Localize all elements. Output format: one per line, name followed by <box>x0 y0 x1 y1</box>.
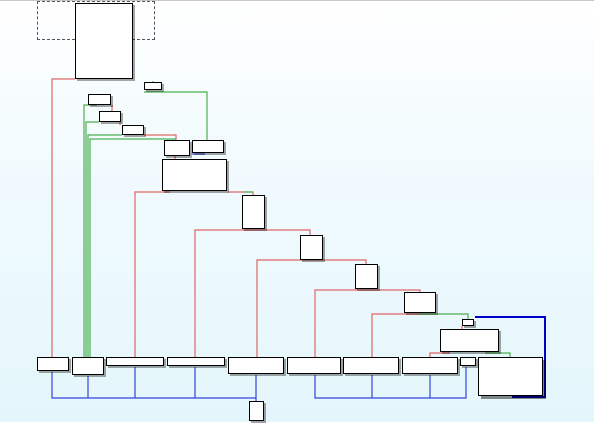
graph-node[interactable] <box>440 329 499 352</box>
edge-true <box>87 134 122 357</box>
graph-node[interactable] <box>162 159 227 191</box>
edge-false <box>371 313 420 357</box>
graph-node-entry[interactable] <box>75 3 133 79</box>
graph-node[interactable] <box>287 357 341 374</box>
edge-unconditional <box>314 367 467 399</box>
highlighted-edge <box>475 316 546 398</box>
edge-true <box>144 91 208 140</box>
graph-node[interactable] <box>460 357 476 366</box>
edge-false <box>144 134 177 140</box>
edge-false <box>194 229 253 357</box>
edge-false <box>51 78 75 357</box>
edge-false <box>366 289 421 292</box>
graph-node-current[interactable] <box>478 357 543 396</box>
graph-node[interactable] <box>144 82 162 90</box>
graph-node[interactable] <box>343 357 399 374</box>
edge-true <box>420 313 469 319</box>
graph-node[interactable] <box>462 319 474 326</box>
true-edges <box>83 81 511 357</box>
graph-node[interactable] <box>122 125 144 135</box>
graph-node[interactable] <box>355 264 378 289</box>
graph-node[interactable] <box>192 140 224 153</box>
graph-node[interactable] <box>37 357 69 371</box>
graph-node[interactable] <box>106 357 164 366</box>
graph-node[interactable] <box>72 357 104 375</box>
edge-false <box>134 191 170 357</box>
edge-false <box>310 259 367 264</box>
graph-node[interactable] <box>167 357 225 366</box>
graph-node-exit[interactable] <box>249 401 264 421</box>
edge-false <box>314 289 366 357</box>
graph-node[interactable] <box>88 94 111 105</box>
false-edges <box>51 78 463 357</box>
edge-true <box>485 352 511 357</box>
edge-unconditional <box>51 372 257 401</box>
graph-node[interactable] <box>402 357 458 374</box>
edge-false <box>429 352 450 357</box>
edge-false <box>256 259 310 357</box>
graph-node[interactable] <box>164 140 190 156</box>
graph-node[interactable] <box>404 292 436 313</box>
graph-node[interactable] <box>228 357 284 374</box>
graph-node[interactable] <box>242 195 265 229</box>
unconditional-edges <box>51 153 467 401</box>
graph-node[interactable] <box>99 111 121 122</box>
edge-true <box>89 138 176 357</box>
edge-highlighted-loop <box>475 316 546 398</box>
edge-false <box>253 229 311 235</box>
graph-node[interactable] <box>300 235 323 260</box>
edge-true <box>85 121 99 357</box>
edge-true <box>83 104 97 357</box>
